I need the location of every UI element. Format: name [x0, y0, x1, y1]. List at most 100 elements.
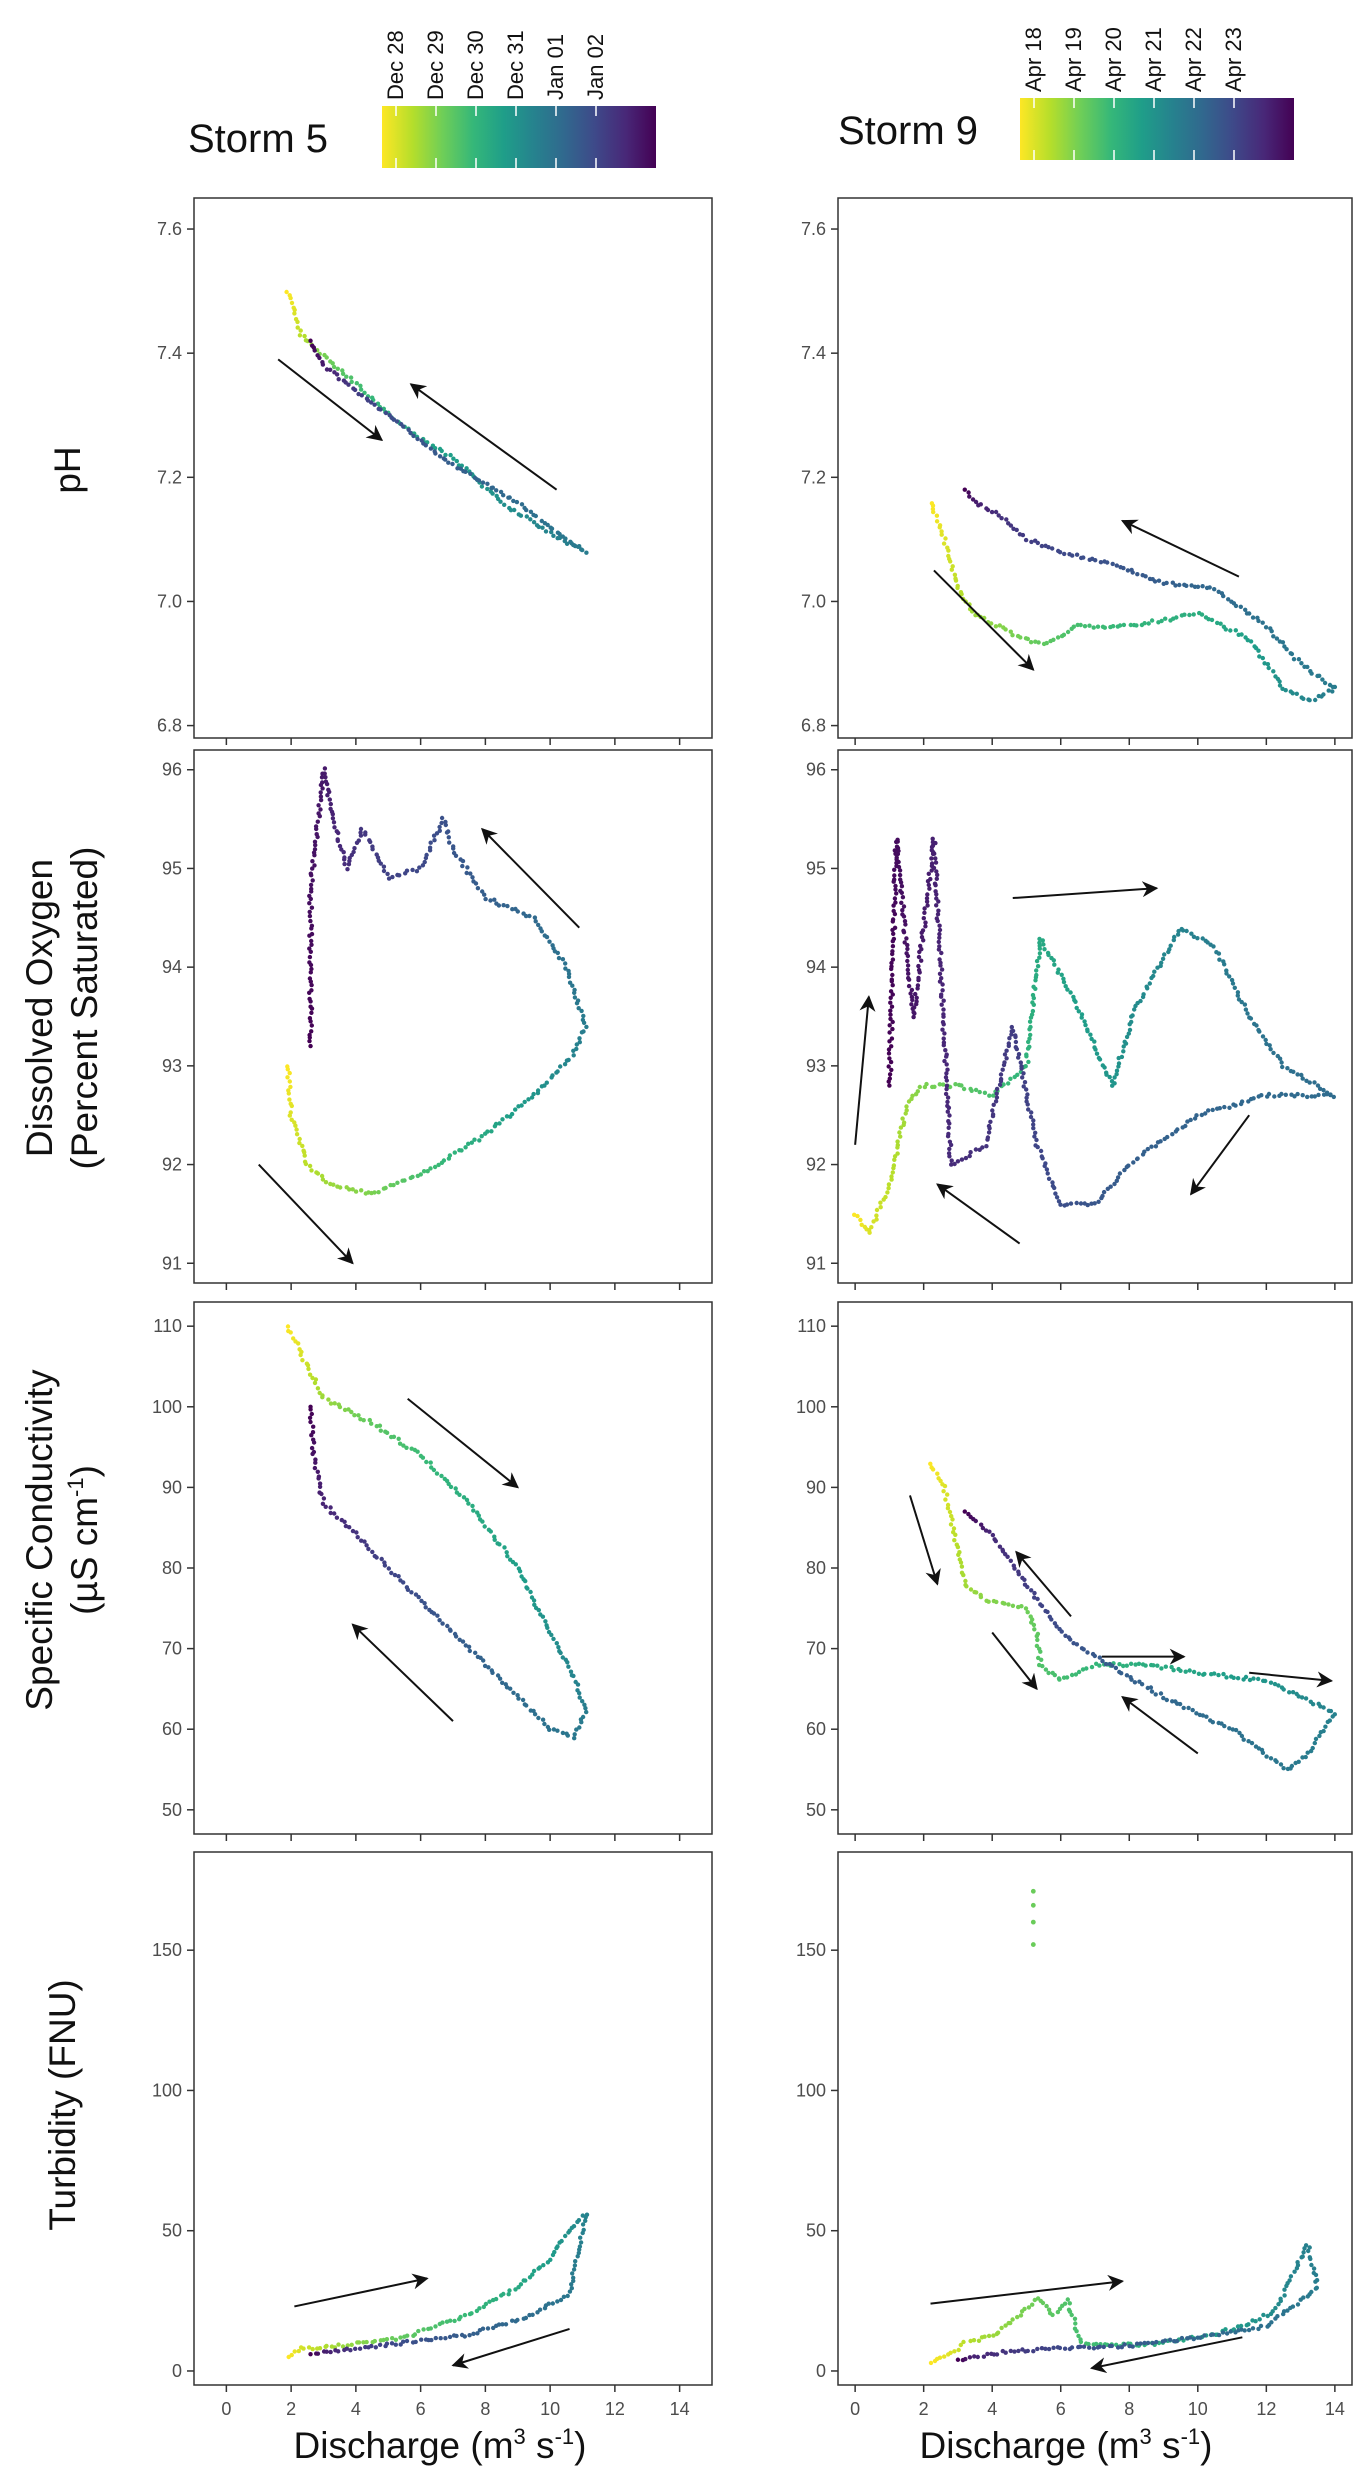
storm5-do-point	[451, 844, 456, 849]
storm5-do-point	[314, 826, 319, 832]
storm9-sc-point	[1190, 1707, 1195, 1713]
storm9-do-point	[942, 1031, 947, 1036]
storm9-ph-point	[950, 564, 955, 569]
storm9-sc-point	[1194, 1711, 1199, 1716]
storm5-do-point	[308, 918, 313, 924]
storm9-do-point	[938, 960, 943, 965]
storm9-do-point	[939, 950, 944, 956]
storm5-sc-point	[397, 1441, 403, 1446]
storm5-tu-point	[447, 2334, 453, 2340]
storm9-ph-point	[1159, 618, 1164, 624]
storm5-do-point	[312, 853, 317, 858]
storm9-do-point	[987, 1126, 992, 1131]
storm5-do-point	[318, 790, 323, 795]
storm9-sc-hysteresis-arrow	[1249, 1671, 1334, 1688]
storm9-sc-point	[1128, 1661, 1134, 1667]
storm9-do-point	[895, 1142, 900, 1148]
storm5-do-point	[421, 1169, 427, 1174]
storm9-do-point	[1105, 1186, 1111, 1192]
storm9-ph-point	[1140, 573, 1145, 578]
storm9-do-point	[894, 863, 899, 869]
storm9-do-point	[945, 1067, 950, 1072]
storm5-ph-point	[415, 436, 420, 442]
storm5-ph-point	[489, 485, 494, 491]
storm9-ph-point	[1191, 612, 1196, 617]
storm9-ph-point	[1102, 559, 1107, 564]
storm5-do-point	[446, 829, 451, 834]
storm5-do-point	[482, 892, 487, 897]
storm5-tu-point	[452, 2318, 457, 2324]
storm5-do-point	[580, 1017, 586, 1023]
storm9-tu-point	[967, 2355, 973, 2360]
storm9-ph-point	[949, 567, 954, 572]
storm5-do-point	[451, 850, 457, 856]
storm9-sc-point	[1321, 1705, 1326, 1710]
storm5-sc-point	[431, 1467, 437, 1473]
storm9-sc-point	[1159, 1666, 1164, 1671]
storm9-do-point	[1138, 998, 1143, 1004]
storm9-do-point	[1023, 1064, 1028, 1069]
storm9-do-point	[1079, 1012, 1085, 1017]
storm5-do-point	[308, 1043, 313, 1049]
storm9-sc-point	[1227, 1726, 1232, 1731]
storm9-do-point	[1185, 1119, 1190, 1124]
storm5-do-point	[402, 1178, 407, 1183]
storm9-xlabel-sup: 3	[1140, 2424, 1152, 2449]
storm5-sc-point	[551, 1727, 557, 1732]
storm9-sc-point	[941, 1489, 946, 1494]
storm5-do-ytick-label: 91	[162, 1253, 182, 1273]
storm5-tu-point	[572, 2263, 578, 2268]
storm5-do-point	[420, 863, 426, 868]
storm9-do-point	[1065, 987, 1070, 992]
storm5-do-point	[370, 844, 375, 849]
storm5-ph-point	[432, 449, 437, 454]
storm5-do-point	[562, 1062, 568, 1067]
storm5-tu-point	[569, 2282, 574, 2287]
storm9-do-point	[897, 872, 903, 878]
storm9-tu-point	[1030, 2302, 1035, 2307]
storm9-do-point	[898, 1125, 904, 1130]
storm5-sc-point	[470, 1503, 475, 1509]
storm9-ph-point	[1250, 615, 1256, 620]
storm9-do-point	[1180, 928, 1186, 933]
storm9-sc-point	[1132, 1680, 1138, 1685]
storm9-sc-point	[1330, 1714, 1335, 1719]
storm5-do-point	[471, 879, 476, 884]
storm9-ph-point	[997, 623, 1002, 628]
storm5-do-point	[310, 878, 315, 883]
storm9-ph-point	[1008, 629, 1013, 634]
storm5-sc-point	[377, 1423, 383, 1428]
storm9-do-point	[892, 896, 898, 901]
storm9-tu-point	[1292, 2269, 1297, 2274]
storm5-sc-point	[308, 1404, 313, 1409]
storm5-sc-point	[536, 1715, 541, 1721]
storm5-do-point	[347, 1187, 352, 1192]
ylabel-sc-line2: (µS cm-1)	[63, 1465, 105, 1615]
storm9-do-point	[905, 946, 910, 952]
storm9-do-point	[886, 1047, 892, 1052]
storm9-sc-point	[958, 1560, 964, 1565]
storm9-do-point	[888, 1016, 893, 1022]
storm9-do-point	[1029, 1110, 1034, 1115]
storm5-do-point	[383, 1185, 388, 1191]
storm5-do-point	[302, 1153, 307, 1158]
storm5-tu-point	[565, 2293, 570, 2299]
storm5-sc-point	[328, 1510, 333, 1516]
storm9-do-point	[1277, 1056, 1283, 1061]
storm5-tu-point	[412, 2332, 418, 2337]
storm9-ph-point	[973, 499, 979, 505]
storm5-tu-point	[301, 2346, 306, 2351]
storm9-tu-point	[1142, 2340, 1147, 2346]
storm9-sc-point	[1216, 1672, 1221, 1678]
storm5-do-hysteresis-arrow	[481, 827, 580, 929]
storm5-do-point	[309, 1168, 314, 1173]
storm9-do-point	[945, 1099, 950, 1105]
storm9-tu-point	[1300, 2254, 1305, 2259]
storm9-ph-point	[959, 592, 964, 597]
storm9-tu-point	[1095, 2345, 1101, 2350]
storm5-tu-point	[555, 2299, 560, 2304]
storm5-do-point	[309, 938, 314, 944]
storm9-ph-point	[1087, 623, 1092, 628]
storm9-tu-point	[1306, 2248, 1311, 2254]
storm9-do-point	[934, 876, 939, 881]
